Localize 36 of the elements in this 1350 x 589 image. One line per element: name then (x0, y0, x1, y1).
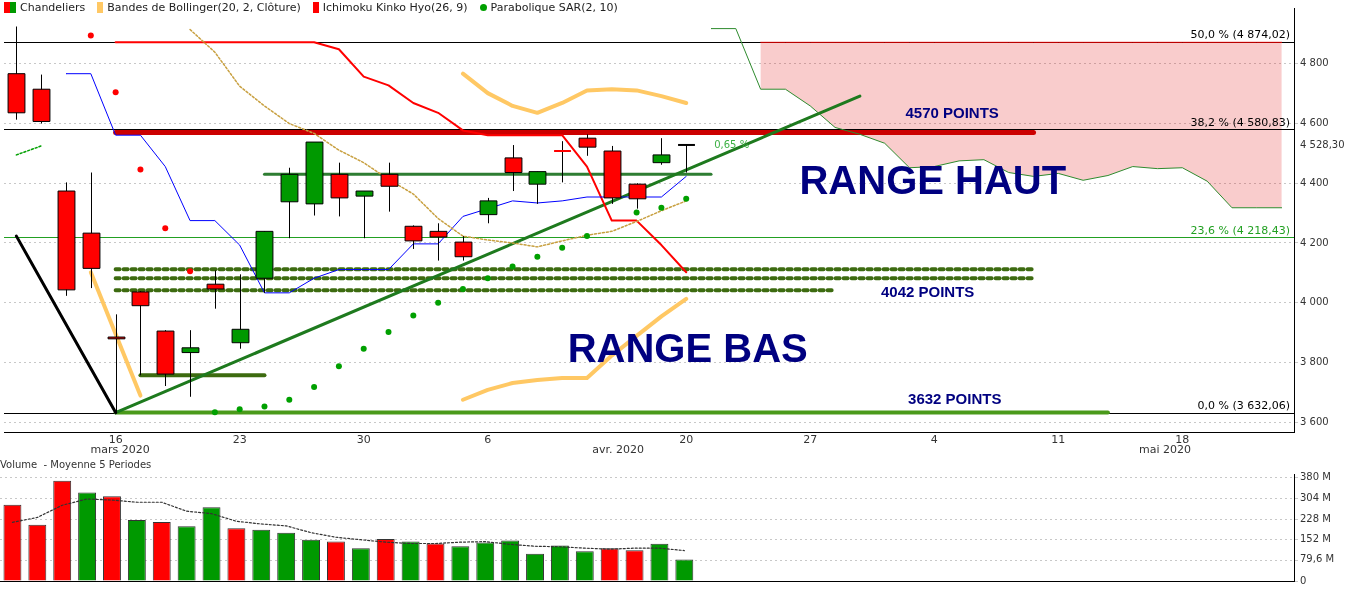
x-tick-label: 27 (803, 433, 818, 447)
legend-label: Ichimoku Kinko Hyo(26, 9) (322, 1, 468, 14)
ref-line-label: 38,2 % (4 580,83) (1190, 115, 1290, 129)
annotation: 4042 POINTS (880, 283, 975, 301)
x-tick-label: 30 (356, 433, 371, 447)
ref-line-label: 23,6 % (4 218,43) (1190, 223, 1290, 237)
legend-label: Chandeliers (20, 1, 86, 14)
annotation: 3632 POINTS (908, 389, 1002, 407)
ref-line-label: 50,0 % (4 874,02) (1190, 28, 1290, 42)
x-tick-label: 6 (484, 433, 492, 447)
y-tick-label: 4 600 (1300, 117, 1329, 129)
y-tick-label: 4 000 (1300, 296, 1329, 308)
text: mai 2020 (1138, 442, 1192, 456)
annotation: RANGE HAUT (799, 158, 1067, 203)
y-tick-label: 304 M (1300, 492, 1331, 504)
x-tick-label: 23 (232, 433, 247, 447)
annotation: 4570 POINTS (905, 103, 999, 121)
y-tick-label: 380 M (1300, 471, 1331, 483)
y-tick-label: 79,6 M (1300, 552, 1335, 564)
y-tick-label: 228 M (1300, 512, 1331, 524)
y-tick-label: 4 528,30 (1300, 138, 1345, 150)
x-tick-label: 11 (1051, 433, 1066, 447)
y-tick-label: 3 600 (1300, 415, 1329, 427)
ref-line-label: 0,0 % (3 632,06) (1197, 398, 1290, 412)
text: avr. 2020 (592, 442, 644, 456)
y-tick-label: 4 800 (1300, 57, 1329, 69)
y-tick-label: 0 (1300, 574, 1307, 586)
legend-label: Bandes de Bollinger(20, 2, Clôture) (107, 1, 301, 14)
y-tick-label: 4 400 (1300, 176, 1329, 188)
y-tick-label: 3 800 (1300, 356, 1329, 368)
y-tick-label: 4 200 (1300, 236, 1329, 248)
x-tick-label: 20 (679, 433, 694, 447)
x-tick-label: 4 (930, 433, 938, 447)
y-tick-label: 152 M (1300, 533, 1331, 545)
legend-label: Parabolique SAR(2, 10) (490, 1, 618, 14)
chart-title: Volume - Moyenne 5 Periodes (0, 458, 152, 470)
